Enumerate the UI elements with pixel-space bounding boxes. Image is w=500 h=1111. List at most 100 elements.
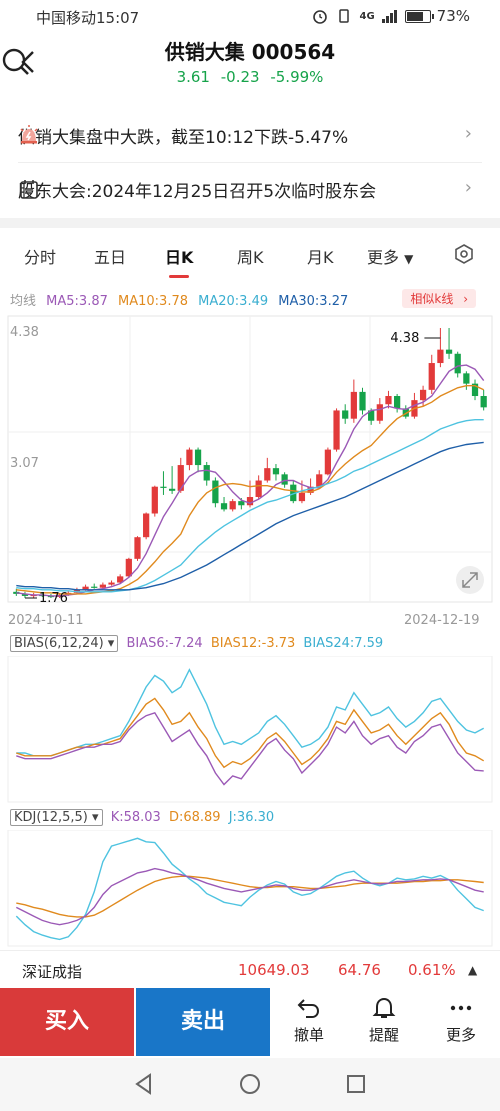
candle (463, 371, 470, 390)
kdj-label: KDJ(12,5,5) (14, 810, 88, 825)
index-name: 深证成指 (22, 963, 83, 981)
bias6-line (16, 711, 484, 786)
ma-legend: 均线 MA5:3.87 MA10:3.78 MA20:3.49 MA30:3.2… (10, 289, 490, 310)
y-tick-top: 4.38 (10, 325, 39, 340)
candle (454, 351, 461, 378)
candle (359, 387, 366, 415)
tab-more[interactable]: 更多 ▼ (367, 244, 413, 268)
candle (91, 583, 98, 589)
cancel-order-label: 撤单 (293, 1026, 324, 1044)
candle (125, 557, 132, 578)
ma10-line (16, 384, 484, 595)
bias24-value: BIAS24:7.59 (303, 636, 384, 651)
nav-home-icon[interactable] (238, 1072, 262, 1096)
tab-weekly-k[interactable]: 周K (237, 248, 264, 267)
candle (220, 497, 228, 512)
divider (18, 162, 482, 163)
candle (99, 582, 106, 589)
search-icon[interactable] (0, 46, 32, 78)
candle (376, 398, 383, 424)
kdj-selector[interactable]: KDJ(12,5,5) ▾ (10, 809, 103, 826)
more-label: 更多 (445, 1026, 476, 1044)
bias-frame (7, 656, 493, 803)
sell-button[interactable]: 卖出 (136, 988, 270, 1056)
tab-intraday[interactable]: 分时 (24, 248, 57, 267)
bias-selector[interactable]: BIAS(6,12,24) ▾ (10, 635, 119, 652)
similar-k-button[interactable]: 相似k线 › (402, 289, 476, 308)
candle (428, 354, 435, 394)
candle (394, 393, 401, 413)
candle (117, 574, 124, 584)
price-change-pct: -5.99% (270, 68, 324, 86)
candle (134, 536, 141, 561)
candle (143, 512, 150, 540)
status-icons: 4G 73% (311, 7, 470, 25)
notice-meeting[interactable]: 股东大会:2024年12月25日召开5次临时股东会 › (18, 163, 482, 215)
k-value: K:58.03 (110, 810, 161, 825)
candle (177, 457, 184, 493)
nav-recents-icon[interactable] (344, 1072, 368, 1096)
ma10-value: MA10:3.78 (118, 294, 188, 309)
tab-five-day[interactable]: 五日 (94, 248, 127, 267)
more-button[interactable]: 更多 (426, 996, 496, 1045)
notice-drop[interactable]: 供销大集盘中大跌，截至10:12下跌-5.47% › (18, 109, 482, 161)
candle (342, 404, 349, 424)
cancel-order-button[interactable]: 撤单 (274, 996, 344, 1045)
nav-back-icon[interactable] (132, 1072, 156, 1096)
candle (471, 379, 479, 401)
kdj-d-line (16, 875, 484, 918)
candle (186, 447, 193, 471)
index-value: 10649.03 (238, 961, 310, 979)
more-dots-icon (450, 1005, 472, 1011)
bias-chart (7, 656, 493, 803)
alarm-icon (20, 125, 38, 144)
kdj-j-line (15, 837, 484, 941)
candle (212, 477, 219, 508)
remind-button[interactable]: 提醒 (349, 996, 419, 1045)
system-nav-bar (0, 1058, 500, 1111)
min-price-label: 1.76 (39, 591, 68, 606)
candle (350, 379, 357, 423)
network-type: 4G (359, 10, 375, 22)
candle (272, 464, 280, 481)
tab-monthly-k[interactable]: 月K (307, 248, 334, 267)
index-change: 64.76 (338, 961, 381, 979)
candle (160, 471, 167, 495)
status-bar: 中国移动15:07 4G 73% (0, 0, 500, 34)
ma30-value: MA30:3.27 (278, 294, 349, 309)
caret-up-icon[interactable]: ▲ (468, 963, 478, 977)
y-tick-mid: 3.07 (10, 456, 39, 471)
candle (324, 447, 332, 476)
d-value: D:68.89 (168, 810, 221, 825)
candle (437, 328, 444, 368)
chevron-right-icon: › (464, 123, 472, 144)
notice-text: 股东大会:2024年12月25日召开5次临时股东会 (18, 181, 377, 202)
candle (151, 485, 158, 517)
index-ticker[interactable]: 深证成指 10649.03 64.76 0.61% ▲ (0, 950, 500, 988)
vibrate-icon (339, 9, 350, 23)
candle (445, 328, 453, 359)
ma-label: 均线 (10, 294, 37, 309)
period-tabs: 分时 五日 日K 周K 月K 更多 ▼ (0, 232, 500, 278)
settings-hex-icon[interactable] (452, 242, 476, 266)
expand-icon[interactable] (456, 566, 484, 594)
action-bar: 买入 卖出 撤单 提醒 更多 (0, 988, 500, 1058)
candlestick-chart[interactable]: 4.38 3.07 2024-10-11 2024-12-19 4.38 1.7… (0, 312, 500, 632)
remind-label: 提醒 (368, 1026, 399, 1044)
buy-button[interactable]: 买入 (0, 988, 134, 1056)
candle (402, 405, 409, 419)
section-gap (0, 218, 500, 228)
stock-header: 供销大集 000564 3.61 -0.23 -5.99% (0, 34, 500, 96)
bias12-value: BIAS12:-3.73 (210, 636, 296, 651)
candle (255, 475, 262, 500)
candle (229, 499, 236, 512)
page-title: 供销大集 000564 (164, 40, 336, 64)
ma30-line (16, 441, 484, 591)
alarm-clock-icon (313, 10, 328, 24)
signal-icon (381, 10, 397, 23)
kdj-legend: KDJ(12,5,5) ▾ K:58.03 D:68.89 J:36.30 (10, 809, 274, 826)
x-tick-end: 2024-12-19 (404, 613, 480, 628)
candle (333, 408, 340, 452)
tab-daily-k[interactable]: 日K (165, 244, 193, 278)
candle (203, 461, 210, 486)
